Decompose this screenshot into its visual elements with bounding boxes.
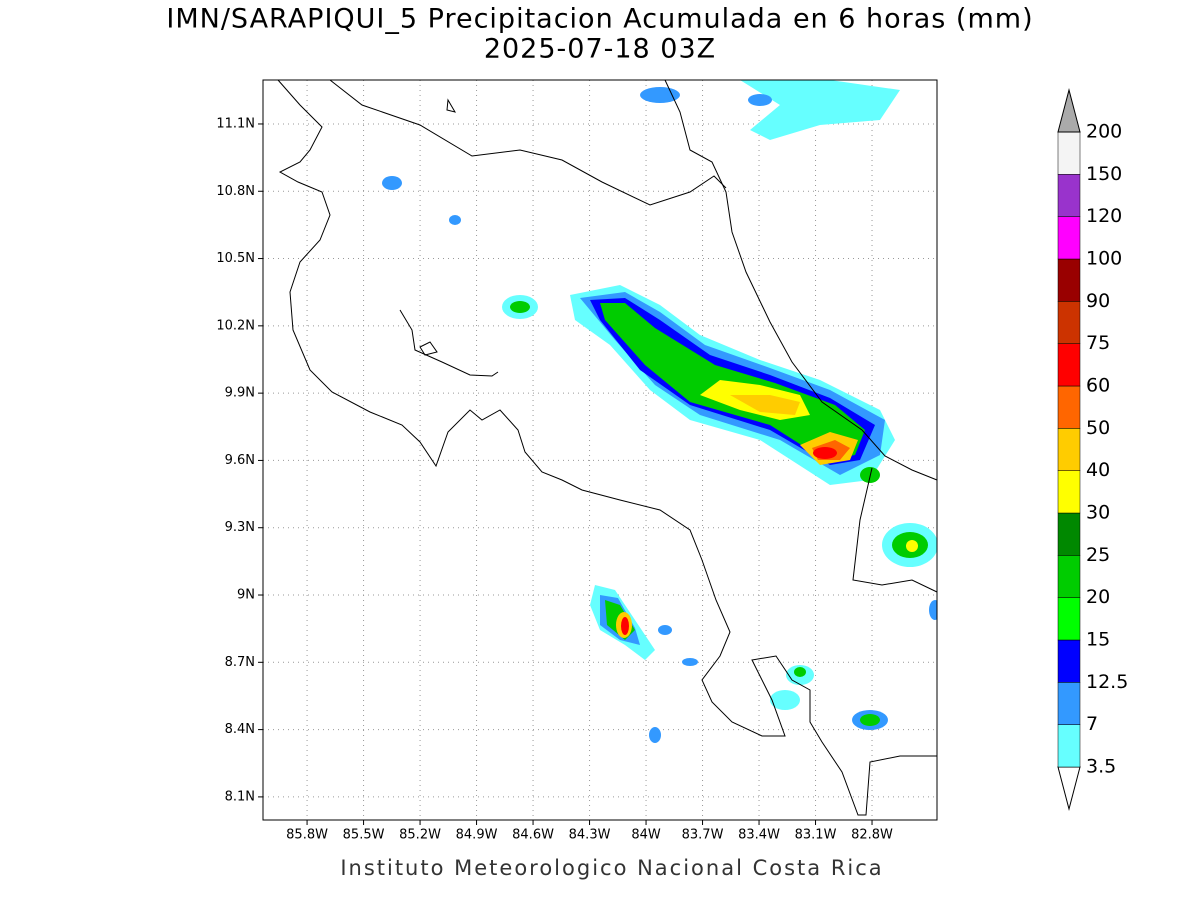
footer: Instituto Meteorologico Nacional Costa R…: [340, 856, 883, 880]
colorbar-label: 25: [1086, 544, 1110, 566]
colorbar-label: 100: [1086, 248, 1122, 270]
colorbar-label: 40: [1086, 459, 1110, 481]
colorbar-segment: [1057, 216, 1081, 260]
x-tick-label: 84.6W: [512, 828, 554, 843]
coastlines: [277, 79, 938, 816]
colorbar: 3.5 7 12.5 15 20 25 30 40 50 60 75 90 100 120 150 200: [1057, 88, 1128, 811]
x-tick-label: 85.5W: [343, 828, 385, 843]
y-tick-label: 9.9N: [225, 386, 255, 401]
colorbar-label: 12.5: [1086, 671, 1128, 693]
colorbar-low: [1057, 766, 1081, 811]
colorbar-label: 30: [1086, 502, 1110, 524]
colorbar-segment: [1057, 385, 1081, 429]
colorbar-segment: [1057, 174, 1081, 217]
x-tick-label: 85.8W: [286, 828, 328, 843]
colorbar-label: 60: [1086, 375, 1110, 397]
colorbar-segment: [1057, 131, 1081, 175]
colorbar-segment: [1057, 258, 1081, 302]
colorbar-segment: [1057, 724, 1081, 768]
x-tick-label: 84W: [631, 828, 661, 843]
colorbar-segment: [1057, 470, 1081, 514]
colorbar-label: 20: [1086, 586, 1110, 608]
colorbar-label: 200: [1086, 121, 1122, 143]
y-tick-label: 10.2N: [216, 318, 255, 333]
y-tick-label: 8.4N: [225, 722, 255, 737]
colorbar-label: 15: [1086, 629, 1110, 651]
colorbar-label: 150: [1086, 163, 1122, 185]
y-tick-label: 9.3N: [225, 520, 255, 535]
colorbar-segment: [1057, 639, 1081, 683]
colorbar-segment: [1057, 597, 1081, 641]
colorbar-high: [1057, 88, 1081, 133]
x-tick-label: 83.7W: [682, 828, 724, 843]
map-frame: [262, 79, 938, 821]
x-tick-label: 85.2W: [399, 828, 441, 843]
colorbar-segment: [1057, 428, 1081, 471]
x-tick-label: 84.3W: [569, 828, 611, 843]
colorbar-label: 50: [1086, 417, 1110, 439]
colorbar-label: 90: [1086, 290, 1110, 312]
precipitation: [382, 80, 937, 743]
x-tick-label: 84.9W: [456, 828, 498, 843]
y-tick-label: 9.6N: [225, 453, 255, 468]
colorbar-label: 120: [1086, 205, 1122, 227]
x-tick-label: 83.1W: [795, 828, 837, 843]
y-tick-label: 9N: [237, 588, 255, 603]
x-tick-label: 82.8W: [851, 828, 893, 843]
colorbar-segment: [1057, 555, 1081, 598]
y-tick-label: 8.7N: [225, 655, 255, 670]
colorbar-segment: [1057, 682, 1081, 725]
colorbar-label: 7: [1086, 713, 1098, 735]
colorbar-label: 3.5: [1086, 756, 1116, 778]
colorbar-segment: [1057, 512, 1081, 556]
y-tick-label: 8.1N: [225, 789, 255, 804]
colorbar-segment: [1057, 301, 1081, 344]
y-tick-label: 11.1N: [216, 116, 255, 131]
subtitle: 2025-07-18 03Z: [484, 34, 716, 65]
title: IMN/SARAPIQUI_5 Precipitacion Acumulada …: [166, 4, 1033, 35]
x-tick-label: 83.4W: [738, 828, 780, 843]
y-tick-label: 10.8N: [216, 184, 255, 199]
colorbar-segment: [1057, 343, 1081, 387]
colorbar-label: 75: [1086, 332, 1110, 354]
y-tick-label: 10.5N: [216, 251, 255, 266]
